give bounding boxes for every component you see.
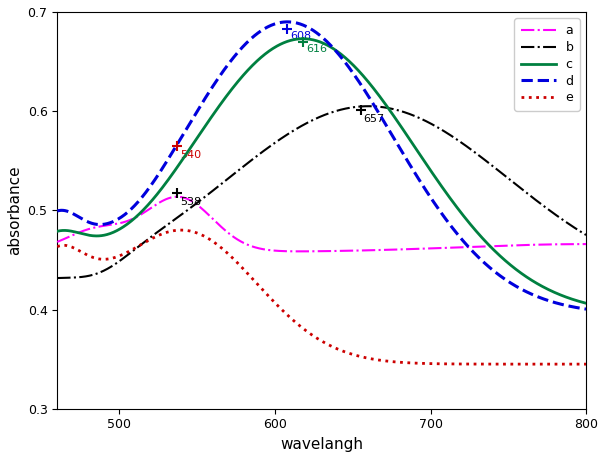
d	[583, 306, 590, 312]
c	[375, 93, 382, 98]
b	[54, 275, 61, 281]
b	[86, 273, 93, 279]
c	[299, 36, 306, 41]
e	[86, 253, 93, 259]
Line: c: c	[57, 39, 586, 303]
d	[375, 111, 382, 116]
a	[456, 245, 463, 250]
a	[54, 239, 61, 245]
a	[583, 241, 590, 247]
e	[583, 361, 590, 367]
b	[375, 104, 382, 109]
a	[362, 247, 369, 253]
b	[583, 232, 590, 238]
Legend: a, b, c, d, e: a, b, c, d, e	[514, 18, 580, 111]
a	[86, 226, 93, 231]
Line: b: b	[57, 106, 586, 278]
a	[392, 247, 399, 252]
e	[509, 361, 517, 367]
d	[284, 19, 291, 25]
e	[456, 361, 463, 367]
c	[361, 75, 368, 81]
a	[174, 194, 181, 200]
d	[509, 282, 517, 287]
Text: 538: 538	[180, 197, 201, 207]
Line: a: a	[57, 197, 586, 252]
c	[391, 115, 399, 120]
c	[54, 229, 61, 234]
a	[376, 247, 383, 253]
d	[54, 208, 61, 214]
d	[361, 88, 368, 94]
Text: 616: 616	[306, 44, 327, 54]
c	[456, 207, 463, 213]
c	[86, 233, 93, 238]
X-axis label: wavelangh: wavelangh	[280, 437, 363, 452]
b	[361, 104, 368, 109]
e	[54, 244, 61, 249]
e	[375, 357, 382, 363]
e	[361, 355, 368, 360]
b	[365, 103, 372, 109]
Y-axis label: absorbance: absorbance	[7, 166, 22, 255]
c	[583, 301, 590, 306]
b	[509, 179, 517, 185]
a	[510, 242, 517, 248]
e	[177, 227, 185, 233]
b	[391, 106, 399, 112]
Text: 540: 540	[180, 150, 201, 160]
c	[509, 264, 517, 270]
d	[456, 233, 463, 239]
b	[456, 138, 463, 144]
Line: d: d	[57, 22, 586, 309]
d	[391, 137, 399, 142]
a	[296, 249, 304, 254]
e	[391, 359, 399, 364]
Text: 608: 608	[290, 31, 312, 41]
Text: 657: 657	[364, 114, 385, 124]
d	[86, 220, 93, 225]
Line: e: e	[57, 230, 586, 364]
